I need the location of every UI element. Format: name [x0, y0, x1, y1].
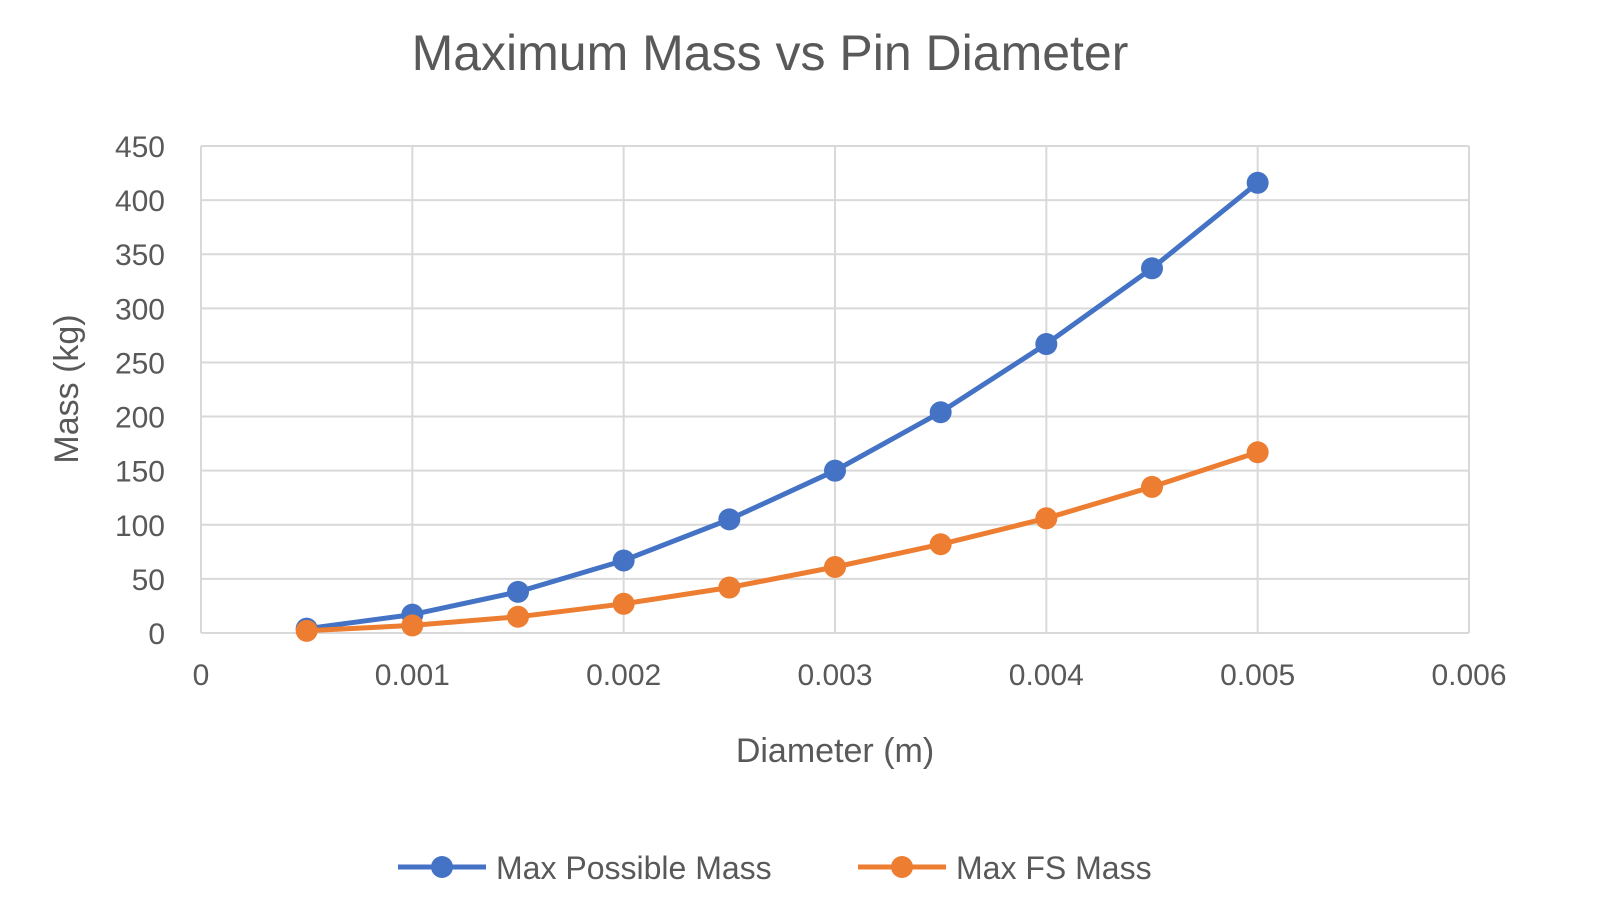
series-1	[295, 171, 1269, 640]
y-tick-label: 400	[115, 185, 165, 218]
data-point	[1141, 257, 1163, 280]
data-point	[612, 592, 635, 615]
x-axis-title: Diameter (m)	[736, 732, 934, 770]
legend: Max Possible Mass Max FS Mass	[398, 850, 1152, 886]
grid	[200, 145, 1470, 634]
legend-label: Max FS Mass	[956, 850, 1152, 886]
series-2	[295, 441, 1269, 642]
data-point	[295, 619, 318, 642]
y-tick-label: 0	[148, 618, 165, 651]
x-tick-label: 0.005	[1220, 659, 1295, 692]
y-tick-label: 350	[115, 239, 165, 272]
y-axis-title: Mass (kg)	[48, 314, 86, 463]
data-point	[929, 401, 952, 424]
data-point	[1141, 475, 1163, 498]
legend-entry: Max Possible Mass	[398, 850, 772, 886]
data-point	[507, 605, 529, 628]
data-point	[718, 508, 741, 531]
chart-title: Maximum Mass vs Pin Diameter	[412, 25, 1129, 81]
y-tick-label: 200	[115, 402, 165, 435]
data-point	[401, 614, 424, 637]
data-point	[718, 576, 741, 599]
data-point	[1035, 333, 1058, 356]
data-point	[929, 533, 952, 556]
data-point	[612, 549, 635, 572]
legend-entry: Max FS Mass	[858, 850, 1152, 886]
series-line	[304, 449, 1261, 634]
tick-labels: 0 50 100 150 200 250 300 350 400 450 0 0.001 0.002 0.…	[115, 131, 1507, 692]
data-point	[824, 459, 846, 482]
y-tick-label: 450	[115, 131, 165, 164]
data-point	[507, 580, 529, 603]
series-layer	[295, 171, 1269, 642]
data-point	[1246, 441, 1269, 464]
y-tick-label: 250	[115, 347, 165, 380]
y-tick-label: 300	[115, 293, 165, 326]
x-tick-label: 0.003	[797, 659, 872, 692]
legend-marker	[891, 856, 913, 878]
legend-marker	[431, 856, 453, 878]
series-line	[304, 180, 1261, 632]
data-point	[824, 555, 846, 578]
x-tick-label: 0.002	[586, 659, 661, 692]
legend-label: Max Possible Mass	[496, 850, 772, 886]
y-tick-label: 100	[115, 510, 165, 543]
x-tick-label: 0	[193, 659, 210, 692]
x-tick-label: 0.001	[375, 659, 450, 692]
x-tick-label: 0.006	[1431, 659, 1506, 692]
data-point	[1035, 507, 1058, 530]
y-tick-label: 150	[115, 456, 165, 489]
data-point	[1246, 171, 1269, 194]
x-tick-label: 0.004	[1009, 659, 1084, 692]
y-tick-label: 50	[132, 564, 165, 597]
